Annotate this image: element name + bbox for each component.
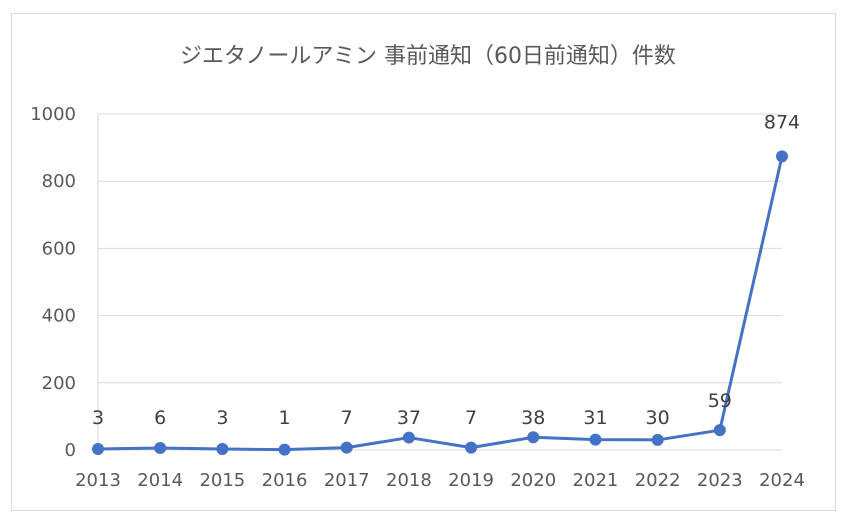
y-tick-label: 0 (65, 440, 76, 461)
data-point (776, 150, 788, 163)
x-tick-label: 2024 (759, 470, 805, 491)
x-tick-label: 2013 (75, 470, 121, 491)
series-line (97, 156, 784, 452)
x-tick-label: 2017 (324, 470, 370, 491)
y-tick-label: 800 (42, 171, 76, 192)
data-label: 30 (646, 407, 670, 429)
chart-area (11, 13, 836, 511)
x-tick-label: 2023 (697, 470, 743, 491)
data-point (465, 441, 478, 454)
y-tick-label: 1000 (30, 104, 76, 125)
data-point (651, 433, 664, 446)
data-point (713, 424, 726, 437)
data-point (402, 431, 415, 444)
x-tick-label: 2015 (199, 470, 245, 491)
data-label: 59 (708, 390, 732, 412)
y-tick-label: 400 (42, 306, 76, 327)
x-tick-label: 2018 (386, 470, 432, 491)
y-tick-label: 200 (42, 373, 76, 394)
chart-title: ジエタノールアミン 事前通知（60日前通知）件数 (180, 44, 676, 69)
y-axis: 0 200 400 600 800 1000 (30, 104, 99, 461)
x-tick-label: 2020 (510, 470, 556, 491)
gridlines (98, 113, 782, 451)
data-label: 874 (764, 111, 800, 133)
x-tick-label: 2014 (137, 470, 183, 491)
data-label: 3 (92, 407, 104, 429)
data-label: 6 (154, 407, 166, 429)
data-point (527, 431, 540, 444)
data-label: 7 (465, 407, 477, 429)
x-tick-label: 2016 (262, 470, 308, 491)
data-label: 7 (341, 407, 353, 429)
data-point (92, 442, 104, 455)
data-label: 3 (216, 407, 228, 429)
y-tick-label: 600 (42, 238, 76, 259)
data-point (589, 433, 602, 446)
data-point (340, 441, 353, 454)
x-tick-label: 2021 (573, 470, 619, 491)
x-axis: 2013 2014 2015 2016 2017 2018 2019 2020 2021 2022… (75, 470, 805, 491)
data-label: 37 (397, 407, 421, 429)
data-point (154, 441, 167, 454)
data-label: 1 (278, 407, 290, 429)
x-tick-label: 2022 (635, 470, 681, 491)
series (92, 150, 788, 456)
data-label: 38 (521, 407, 545, 429)
data-point (278, 443, 291, 456)
x-tick-label: 2019 (448, 470, 494, 491)
data-point (216, 442, 229, 455)
data-label: 31 (583, 407, 607, 429)
